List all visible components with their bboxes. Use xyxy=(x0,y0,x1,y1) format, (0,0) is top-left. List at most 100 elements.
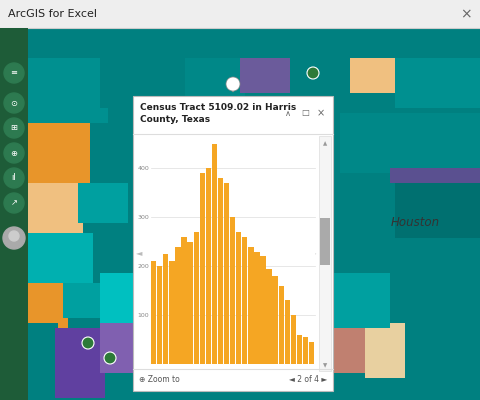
Bar xyxy=(205,168,211,364)
Bar xyxy=(151,261,156,364)
Text: 100: 100 xyxy=(137,312,149,318)
Text: ▼: ▼ xyxy=(323,364,327,368)
Bar xyxy=(275,273,335,328)
Circle shape xyxy=(4,63,24,83)
Bar xyxy=(28,123,93,188)
Bar xyxy=(390,168,480,238)
Text: ArcGIS for Excel: ArcGIS for Excel xyxy=(8,9,97,19)
Text: 200: 200 xyxy=(137,264,149,269)
Bar xyxy=(28,58,108,128)
Text: ↗: ↗ xyxy=(11,198,17,208)
Bar xyxy=(163,254,168,364)
Bar xyxy=(151,139,315,364)
Bar xyxy=(278,286,284,364)
Text: ×: × xyxy=(317,108,325,118)
Text: ◄ 2 of 4 ►: ◄ 2 of 4 ► xyxy=(289,376,327,384)
Bar xyxy=(78,183,128,223)
Bar xyxy=(100,58,190,108)
Bar xyxy=(140,123,190,163)
Text: 300: 300 xyxy=(137,215,149,220)
Circle shape xyxy=(104,352,116,364)
Circle shape xyxy=(307,67,319,79)
Bar xyxy=(330,273,390,328)
Text: 400: 400 xyxy=(137,166,149,171)
Bar xyxy=(297,335,302,364)
Bar xyxy=(133,96,333,391)
Bar xyxy=(320,218,330,265)
Bar xyxy=(248,247,253,364)
Bar xyxy=(169,261,175,364)
Bar xyxy=(242,237,248,364)
Bar xyxy=(0,28,28,400)
Bar xyxy=(100,273,155,323)
Bar xyxy=(0,0,480,28)
Bar xyxy=(291,315,296,364)
Bar xyxy=(185,323,235,363)
Bar xyxy=(28,183,83,238)
Bar xyxy=(395,183,480,238)
Circle shape xyxy=(3,227,25,249)
Bar xyxy=(319,136,331,371)
Text: ⊕ Zoom to: ⊕ Zoom to xyxy=(139,376,180,384)
Bar xyxy=(55,328,105,398)
Bar xyxy=(90,123,145,188)
Bar xyxy=(280,323,330,378)
Text: ⊕: ⊕ xyxy=(11,148,17,158)
Bar xyxy=(325,323,370,373)
Bar xyxy=(395,58,480,108)
Circle shape xyxy=(4,118,24,138)
Bar xyxy=(303,337,308,364)
Text: Houston: Houston xyxy=(390,216,440,230)
Bar xyxy=(309,342,314,364)
Circle shape xyxy=(4,193,24,213)
Circle shape xyxy=(4,143,24,163)
Bar xyxy=(218,178,223,364)
Bar xyxy=(365,323,410,378)
Bar xyxy=(28,233,93,288)
Bar xyxy=(254,252,260,364)
Bar xyxy=(340,183,395,243)
Text: ►: ► xyxy=(310,248,316,257)
Bar xyxy=(285,300,290,364)
Bar xyxy=(230,217,235,364)
Bar xyxy=(200,273,280,328)
Bar xyxy=(157,266,162,364)
Bar xyxy=(405,323,480,398)
Bar xyxy=(224,183,229,364)
Polygon shape xyxy=(227,83,239,92)
Bar xyxy=(236,232,241,364)
Bar xyxy=(240,58,290,93)
Circle shape xyxy=(82,337,94,349)
Bar xyxy=(340,113,480,173)
Bar xyxy=(175,247,180,364)
Bar xyxy=(28,283,68,333)
Text: County, Texas: County, Texas xyxy=(140,116,210,124)
Bar xyxy=(150,283,205,328)
Circle shape xyxy=(4,93,24,113)
Circle shape xyxy=(4,168,24,188)
Bar xyxy=(230,323,285,363)
Bar xyxy=(200,173,205,364)
Text: ≡: ≡ xyxy=(11,68,17,78)
Bar xyxy=(390,233,480,283)
Bar xyxy=(185,58,245,98)
Bar xyxy=(150,323,190,368)
Bar xyxy=(212,144,217,364)
Text: □: □ xyxy=(301,108,309,118)
Text: ▲: ▲ xyxy=(323,142,327,146)
Text: ⊙: ⊙ xyxy=(11,98,17,108)
Text: West
University Place: West University Place xyxy=(135,366,191,380)
Bar xyxy=(273,276,278,364)
Bar xyxy=(193,232,199,364)
Bar xyxy=(350,58,400,93)
Bar xyxy=(63,283,118,318)
Bar xyxy=(100,323,155,373)
Text: ◄: ◄ xyxy=(136,248,142,257)
Text: ∧: ∧ xyxy=(285,108,291,118)
Text: ×: × xyxy=(460,7,472,21)
Bar xyxy=(188,242,193,364)
Text: Census Tract 5109.02 in Harris: Census Tract 5109.02 in Harris xyxy=(140,102,296,112)
Circle shape xyxy=(9,231,19,241)
Circle shape xyxy=(226,77,240,91)
Bar xyxy=(181,237,187,364)
